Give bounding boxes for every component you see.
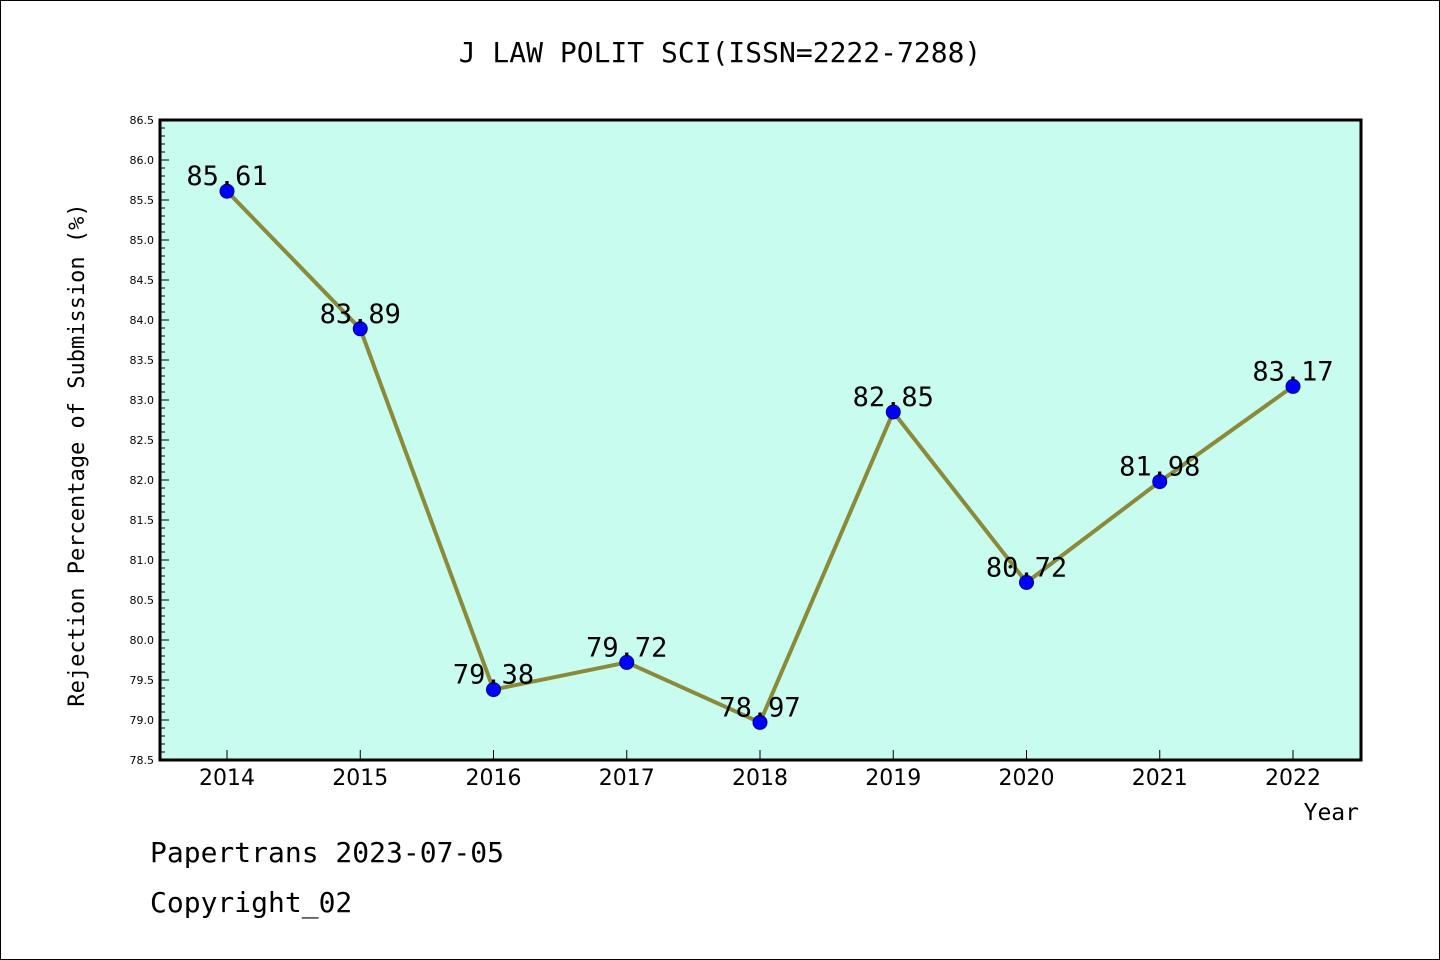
data-label: 83.89: [320, 299, 401, 330]
footer-copyright: Copyright_02: [150, 886, 353, 919]
y-axis-title: Rejection Percentage of Submission (%): [65, 203, 90, 706]
x-tick-label: 2018: [732, 766, 788, 791]
y-axis: 78.5 79.0 79.5 80.0 80.5 81.0 81.5 82.0 82.5 83.0…: [130, 114, 169, 767]
data-label: 82.85: [853, 382, 934, 413]
data-label: 85.61: [186, 161, 267, 192]
data-label: 80.72: [986, 552, 1067, 583]
y-tick-label: 79.5: [130, 674, 155, 687]
data-point: [1019, 574, 1034, 590]
x-tick-label: 2016: [466, 766, 522, 791]
y-tick-label: 86.0: [130, 154, 155, 167]
data-point: [352, 321, 368, 337]
data-point: [219, 183, 235, 199]
data-point: [619, 654, 635, 670]
y-tick-label: 85.0: [130, 234, 155, 247]
x-tick-label: 2022: [1265, 766, 1321, 791]
data-point: [486, 682, 501, 698]
y-tick-label: 79.0: [130, 714, 155, 727]
y-tick-label: 84.0: [130, 314, 155, 327]
series-markers: [219, 183, 1301, 730]
x-tick-label: 2019: [865, 766, 921, 791]
x-tick-label: 2021: [1132, 766, 1188, 791]
y-tick-label: 78.5: [130, 754, 155, 767]
data-label: 83.17: [1252, 356, 1333, 387]
x-tick-label: 2020: [999, 766, 1055, 791]
data-labels: 85.61 83.89 79.38 79.72 78.97 82.85 80.72 81.98…: [186, 161, 1333, 723]
data-point: [752, 714, 768, 730]
y-tick-label: 81.5: [130, 514, 155, 527]
x-tick-label: 2017: [599, 766, 655, 791]
y-tick-label: 80.0: [130, 634, 155, 647]
data-point: [885, 404, 901, 420]
y-tick-label: 85.5: [130, 194, 155, 207]
data-label: 79.38: [453, 660, 534, 691]
footer-date-stamp: Papertrans 2023-07-05: [150, 836, 505, 869]
y-tick-label: 83.0: [130, 394, 155, 407]
data-point: [1152, 474, 1168, 490]
x-axis: 2014 2015 2016 2017 2018 2019 2020 2021 2022: [199, 750, 1321, 791]
y-tick-label: 82.5: [130, 434, 155, 447]
data-label: 78.97: [719, 692, 800, 723]
data-label: 79.72: [586, 632, 667, 663]
x-tick-label: 2015: [332, 766, 388, 791]
x-axis-title: Year: [1304, 800, 1359, 826]
x-tick-label: 2014: [199, 766, 255, 791]
y-tick-label: 82.0: [130, 474, 155, 487]
y-tick-label: 83.5: [130, 354, 155, 367]
data-point: [1285, 378, 1301, 394]
chart-title: J LAW POLIT SCI(ISSN=2222-7288): [458, 36, 982, 69]
y-tick-label: 81.0: [130, 554, 155, 567]
y-tick-label: 86.5: [130, 114, 155, 127]
plot-area: [158, 118, 1363, 762]
data-label: 81.98: [1119, 452, 1200, 483]
y-tick-label: 84.5: [130, 274, 155, 287]
y-tick-label: 80.5: [130, 594, 155, 607]
